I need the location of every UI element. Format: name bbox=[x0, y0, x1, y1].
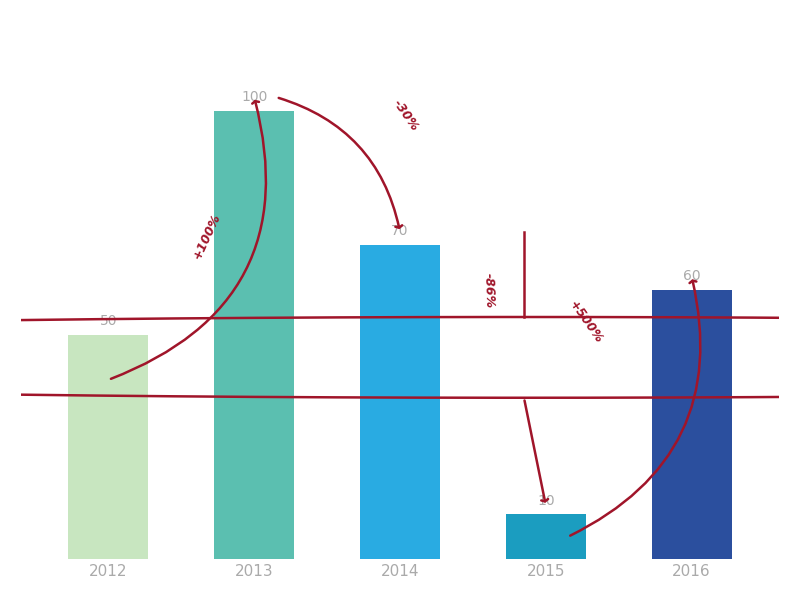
Text: 70: 70 bbox=[391, 224, 409, 238]
Text: 60: 60 bbox=[683, 269, 701, 283]
Bar bbox=[214, 110, 294, 559]
Text: +100%: +100% bbox=[190, 211, 223, 261]
Bar bbox=[651, 290, 732, 559]
Text: 10: 10 bbox=[537, 494, 554, 508]
Text: -86%: -86% bbox=[482, 272, 496, 308]
Text: +500%: +500% bbox=[566, 298, 606, 346]
Bar bbox=[506, 514, 586, 559]
Bar bbox=[360, 245, 440, 559]
Text: 100: 100 bbox=[241, 90, 267, 104]
Text: 50: 50 bbox=[99, 314, 117, 328]
Text: -30%: -30% bbox=[390, 97, 422, 133]
Bar bbox=[68, 335, 149, 559]
